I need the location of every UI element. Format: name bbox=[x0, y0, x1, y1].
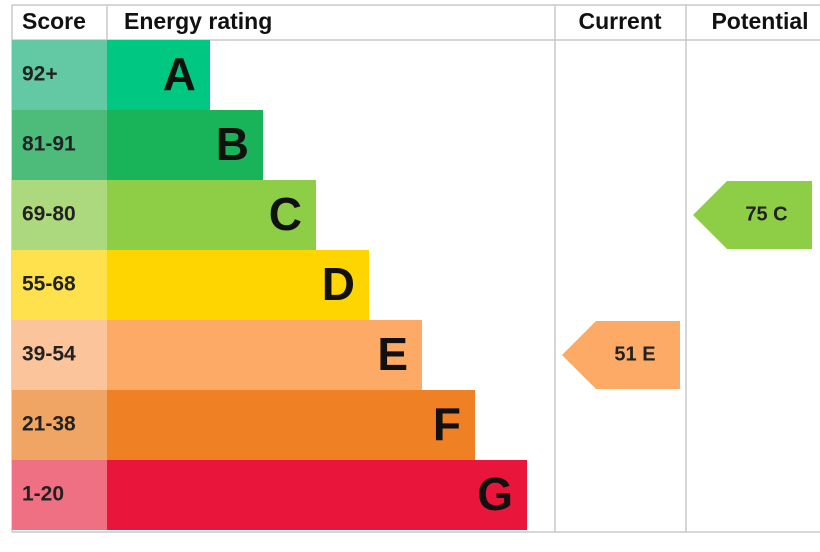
rating-letter: G bbox=[477, 468, 513, 520]
header-rating: Energy rating bbox=[124, 8, 272, 34]
score-label: 81-91 bbox=[22, 133, 76, 156]
rating-bar bbox=[107, 320, 422, 390]
rating-letter: E bbox=[377, 328, 408, 380]
rating-bar bbox=[107, 180, 316, 250]
score-cell bbox=[12, 40, 107, 110]
potential-arrow bbox=[693, 181, 812, 249]
score-cell bbox=[12, 460, 107, 530]
rating-letter: D bbox=[322, 258, 355, 310]
rating-letter: B bbox=[216, 118, 249, 170]
score-label: 69-80 bbox=[22, 203, 76, 226]
score-label: 55-68 bbox=[22, 273, 76, 296]
header-score: Score bbox=[22, 8, 86, 34]
score-label: 21-38 bbox=[22, 413, 76, 436]
rating-bar bbox=[107, 40, 210, 110]
rating-letter: A bbox=[163, 48, 196, 100]
rating-bar bbox=[107, 460, 527, 530]
potential-label: 75 C bbox=[745, 203, 787, 225]
current-label: 51 E bbox=[614, 343, 655, 365]
rating-bar bbox=[107, 110, 263, 180]
rating-bar bbox=[107, 390, 475, 460]
score-cell bbox=[12, 110, 107, 180]
score-cell bbox=[12, 250, 107, 320]
header-current: Current bbox=[578, 8, 661, 34]
score-label: 92+ bbox=[22, 63, 58, 86]
score-label: 39-54 bbox=[22, 343, 76, 366]
score-cell bbox=[12, 390, 107, 460]
current-arrow bbox=[562, 321, 680, 389]
score-cell bbox=[12, 320, 107, 390]
rating-letter: C bbox=[269, 188, 302, 240]
score-cell bbox=[12, 180, 107, 250]
score-label: 1-20 bbox=[22, 483, 64, 506]
rating-bar bbox=[107, 250, 369, 320]
rating-letter: F bbox=[433, 398, 461, 450]
header-potential: Potential bbox=[711, 8, 808, 34]
